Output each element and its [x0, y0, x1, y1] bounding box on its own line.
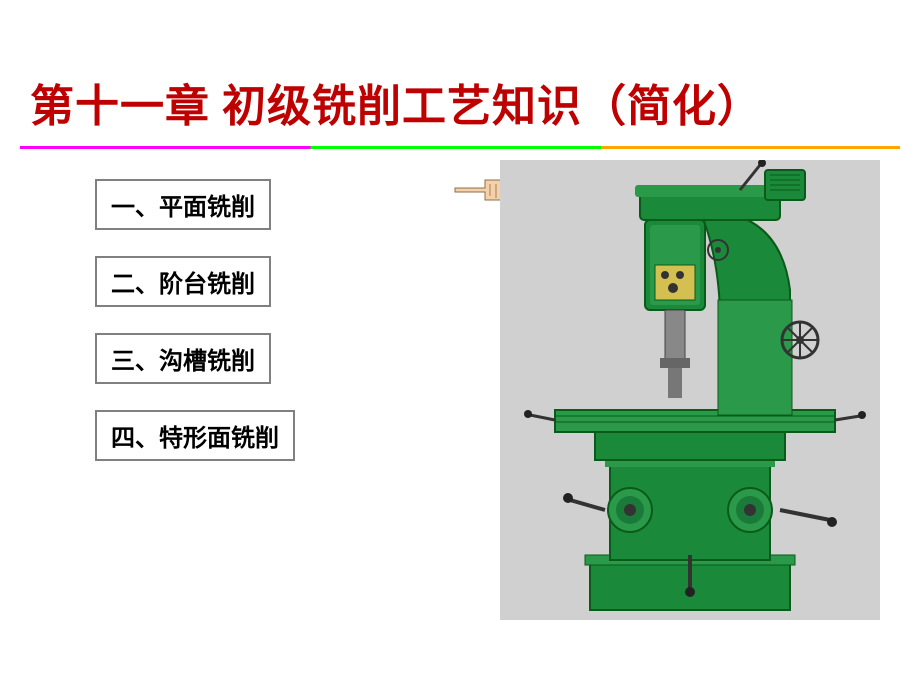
- chapter-title: 第十一章 初级铣削工艺知识（简化）: [0, 0, 920, 146]
- menu-item-4[interactable]: 四、特形面铣削: [95, 410, 295, 461]
- milling-machine-illustration: [500, 160, 880, 620]
- menu-item-2[interactable]: 二、阶台铣削: [95, 256, 271, 307]
- menu-item-3[interactable]: 三、沟槽铣削: [95, 333, 271, 384]
- menu-item-1[interactable]: 一、平面铣削: [95, 179, 271, 230]
- slide-container: 第十一章 初级铣削工艺知识（简化） 一、平面铣削 二、阶台铣削 三、沟槽铣削 四…: [0, 0, 920, 690]
